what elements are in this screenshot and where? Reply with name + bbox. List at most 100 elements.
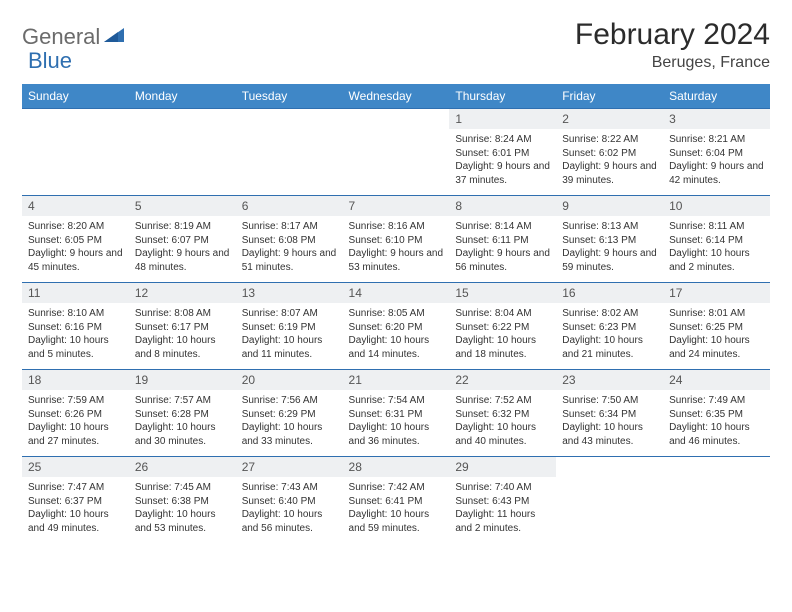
weekday-header: Wednesday	[343, 84, 450, 109]
sunset-text: Sunset: 6:10 PM	[349, 234, 444, 248]
sunset-text: Sunset: 6:07 PM	[135, 234, 230, 248]
daylight-text: Daylight: 10 hours and 11 minutes.	[242, 334, 337, 361]
day-detail-cell: Sunrise: 8:21 AMSunset: 6:04 PMDaylight:…	[663, 129, 770, 196]
day-detail-cell: Sunrise: 8:02 AMSunset: 6:23 PMDaylight:…	[556, 303, 663, 370]
day-number-cell: 22	[449, 370, 556, 391]
day-detail-cell	[663, 477, 770, 543]
day-number-cell: 13	[236, 283, 343, 304]
daylight-text: Daylight: 10 hours and 40 minutes.	[455, 421, 550, 448]
day-number-cell: 9	[556, 196, 663, 217]
daylight-text: Daylight: 9 hours and 56 minutes.	[455, 247, 550, 274]
day-number-cell: 2	[556, 109, 663, 130]
day-number-cell: 15	[449, 283, 556, 304]
day-number-cell: 24	[663, 370, 770, 391]
sunset-text: Sunset: 6:13 PM	[562, 234, 657, 248]
day-detail-cell	[343, 129, 450, 196]
week-daynum-row: 123	[22, 109, 770, 130]
sunset-text: Sunset: 6:08 PM	[242, 234, 337, 248]
sunrise-text: Sunrise: 7:52 AM	[455, 394, 550, 408]
day-detail-cell: Sunrise: 7:47 AMSunset: 6:37 PMDaylight:…	[22, 477, 129, 543]
sunrise-text: Sunrise: 7:54 AM	[349, 394, 444, 408]
day-number-cell: 12	[129, 283, 236, 304]
daylight-text: Daylight: 9 hours and 45 minutes.	[28, 247, 123, 274]
day-detail-cell: Sunrise: 8:24 AMSunset: 6:01 PMDaylight:…	[449, 129, 556, 196]
sunset-text: Sunset: 6:26 PM	[28, 408, 123, 422]
day-detail-cell: Sunrise: 7:43 AMSunset: 6:40 PMDaylight:…	[236, 477, 343, 543]
sunset-text: Sunset: 6:14 PM	[669, 234, 764, 248]
sunrise-text: Sunrise: 8:11 AM	[669, 220, 764, 234]
weekday-header: Friday	[556, 84, 663, 109]
day-detail-cell: Sunrise: 7:54 AMSunset: 6:31 PMDaylight:…	[343, 390, 450, 457]
day-detail-cell: Sunrise: 7:56 AMSunset: 6:29 PMDaylight:…	[236, 390, 343, 457]
day-detail-cell: Sunrise: 7:42 AMSunset: 6:41 PMDaylight:…	[343, 477, 450, 543]
daylight-text: Daylight: 10 hours and 21 minutes.	[562, 334, 657, 361]
day-number-cell: 18	[22, 370, 129, 391]
day-detail-cell	[556, 477, 663, 543]
day-detail-cell: Sunrise: 7:40 AMSunset: 6:43 PMDaylight:…	[449, 477, 556, 543]
day-number-cell: 5	[129, 196, 236, 217]
sunrise-text: Sunrise: 8:22 AM	[562, 133, 657, 147]
day-detail-cell: Sunrise: 7:45 AMSunset: 6:38 PMDaylight:…	[129, 477, 236, 543]
sunset-text: Sunset: 6:20 PM	[349, 321, 444, 335]
sunrise-text: Sunrise: 8:04 AM	[455, 307, 550, 321]
day-detail-cell	[129, 129, 236, 196]
sunrise-text: Sunrise: 7:56 AM	[242, 394, 337, 408]
sunset-text: Sunset: 6:01 PM	[455, 147, 550, 161]
daylight-text: Daylight: 10 hours and 14 minutes.	[349, 334, 444, 361]
day-number-cell: 25	[22, 457, 129, 478]
week-detail-row: Sunrise: 7:59 AMSunset: 6:26 PMDaylight:…	[22, 390, 770, 457]
day-number-cell: 19	[129, 370, 236, 391]
sunset-text: Sunset: 6:17 PM	[135, 321, 230, 335]
week-daynum-row: 18192021222324	[22, 370, 770, 391]
day-number-cell	[663, 457, 770, 478]
sunrise-text: Sunrise: 7:50 AM	[562, 394, 657, 408]
daylight-text: Daylight: 10 hours and 24 minutes.	[669, 334, 764, 361]
day-detail-cell: Sunrise: 8:13 AMSunset: 6:13 PMDaylight:…	[556, 216, 663, 283]
sunset-text: Sunset: 6:04 PM	[669, 147, 764, 161]
weekday-header: Monday	[129, 84, 236, 109]
day-detail-cell: Sunrise: 8:08 AMSunset: 6:17 PMDaylight:…	[129, 303, 236, 370]
week-detail-row: Sunrise: 8:10 AMSunset: 6:16 PMDaylight:…	[22, 303, 770, 370]
daylight-text: Daylight: 9 hours and 39 minutes.	[562, 160, 657, 187]
sunrise-text: Sunrise: 8:08 AM	[135, 307, 230, 321]
sunrise-text: Sunrise: 8:24 AM	[455, 133, 550, 147]
sunrise-text: Sunrise: 7:42 AM	[349, 481, 444, 495]
day-detail-cell: Sunrise: 8:20 AMSunset: 6:05 PMDaylight:…	[22, 216, 129, 283]
sunrise-text: Sunrise: 8:01 AM	[669, 307, 764, 321]
sunrise-text: Sunrise: 8:05 AM	[349, 307, 444, 321]
sunrise-text: Sunrise: 8:20 AM	[28, 220, 123, 234]
day-number-cell	[129, 109, 236, 130]
sunset-text: Sunset: 6:05 PM	[28, 234, 123, 248]
daylight-text: Daylight: 10 hours and 49 minutes.	[28, 508, 123, 535]
day-number-cell	[236, 109, 343, 130]
day-number-cell	[556, 457, 663, 478]
brand-triangle-icon	[104, 26, 126, 49]
sunset-text: Sunset: 6:22 PM	[455, 321, 550, 335]
day-number-cell: 28	[343, 457, 450, 478]
sunset-text: Sunset: 6:02 PM	[562, 147, 657, 161]
sunset-text: Sunset: 6:19 PM	[242, 321, 337, 335]
day-detail-cell: Sunrise: 8:05 AMSunset: 6:20 PMDaylight:…	[343, 303, 450, 370]
day-number-cell: 3	[663, 109, 770, 130]
weekday-header: Thursday	[449, 84, 556, 109]
header: General February 2024 Beruges, France	[22, 18, 770, 72]
brand-logo: General	[22, 18, 128, 50]
sunset-text: Sunset: 6:40 PM	[242, 495, 337, 509]
sunset-text: Sunset: 6:34 PM	[562, 408, 657, 422]
day-number-cell: 21	[343, 370, 450, 391]
day-detail-cell: Sunrise: 8:01 AMSunset: 6:25 PMDaylight:…	[663, 303, 770, 370]
sunset-text: Sunset: 6:35 PM	[669, 408, 764, 422]
sunset-text: Sunset: 6:43 PM	[455, 495, 550, 509]
sunrise-text: Sunrise: 7:43 AM	[242, 481, 337, 495]
sunrise-text: Sunrise: 8:16 AM	[349, 220, 444, 234]
daylight-text: Daylight: 10 hours and 56 minutes.	[242, 508, 337, 535]
sunrise-text: Sunrise: 8:21 AM	[669, 133, 764, 147]
weekday-header: Saturday	[663, 84, 770, 109]
day-number-cell: 29	[449, 457, 556, 478]
daylight-text: Daylight: 10 hours and 30 minutes.	[135, 421, 230, 448]
sunset-text: Sunset: 6:37 PM	[28, 495, 123, 509]
day-number-cell: 8	[449, 196, 556, 217]
daylight-text: Daylight: 10 hours and 5 minutes.	[28, 334, 123, 361]
day-number-cell	[22, 109, 129, 130]
daylight-text: Daylight: 10 hours and 8 minutes.	[135, 334, 230, 361]
